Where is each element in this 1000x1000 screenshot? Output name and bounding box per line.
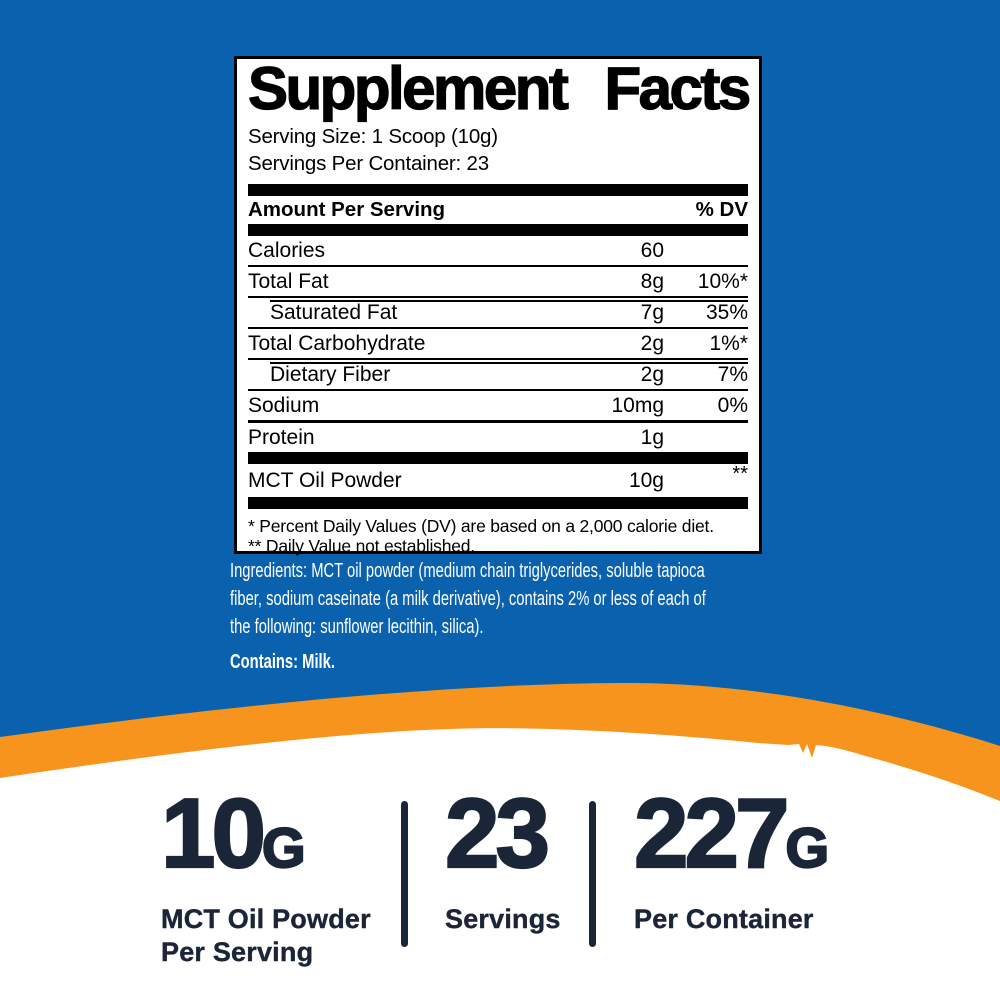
footnote-daily-values: * Percent Daily Values (DV) are based on… xyxy=(248,516,714,536)
nutrient-amount: 2g xyxy=(640,331,664,355)
stat-divider xyxy=(589,801,596,947)
nutrient-dv: 7% xyxy=(717,362,748,386)
table-header-row: Amount Per Serving % DV xyxy=(248,196,748,224)
nutrient-amount: 7g xyxy=(640,300,664,324)
thick-divider-bar xyxy=(248,497,748,509)
stat-label-line: Per Serving xyxy=(161,937,314,967)
stat-per-container: 227G Per Container xyxy=(633,783,830,936)
stat-label: Per Container xyxy=(634,903,828,936)
allergen-contains-text: Contains: Milk. xyxy=(230,650,335,673)
white-foreground xyxy=(0,728,1000,1000)
serving-info: Serving Size: 1 Scoop (10g) Servings Per… xyxy=(248,123,748,177)
ingredients-line: fiber, sodium caseinate (a milk derivati… xyxy=(230,587,706,610)
stat-label: Servings xyxy=(445,903,561,936)
nutrient-row-mct-oil-powder: MCT Oil Powder 10g ** xyxy=(248,463,748,497)
stat-unit-text: G xyxy=(784,815,830,880)
thick-divider-bar xyxy=(248,224,748,236)
stat-number-text: 10 xyxy=(160,778,267,888)
ingredients-line: the following: sunflower lecithin, silic… xyxy=(230,615,484,638)
nutrient-dv: 35% xyxy=(705,300,748,324)
thick-divider-bar xyxy=(248,184,748,196)
footnote-dv-not-established: ** Daily Value not established. xyxy=(248,536,475,556)
nutrient-amount: 1g xyxy=(640,425,664,449)
stat-unit-text: G xyxy=(261,815,307,880)
stat-value: 23 xyxy=(444,783,561,894)
nutrient-row-dietary-fiber: Dietary Fiber 2g 7% xyxy=(248,360,748,391)
ingredients-text: Ingredients: MCT oil powder (medium chai… xyxy=(230,557,766,676)
amount-per-serving-header: Amount Per Serving xyxy=(248,198,446,221)
stat-divider xyxy=(401,801,408,947)
stat-value: 227G xyxy=(633,783,830,894)
nutrient-name: Protein xyxy=(248,425,315,449)
stat-number-text: 227 xyxy=(633,778,791,888)
thick-divider-bar xyxy=(248,452,748,464)
nutrient-row-sodium: Sodium 10mg 0% xyxy=(248,391,748,423)
percent-dv-header: % DV xyxy=(695,198,748,221)
stat-number-text: 23 xyxy=(444,778,551,888)
nutrient-dv: 1%* xyxy=(709,331,748,355)
nutrient-amount: 10g xyxy=(628,468,664,492)
nutrient-amount: 2g xyxy=(640,362,664,386)
stat-value: 10G xyxy=(160,783,371,894)
nutrient-dv: ** xyxy=(732,463,748,485)
footnotes: * Percent Daily Values (DV) are based on… xyxy=(248,516,748,556)
nutrient-amount: 60 xyxy=(640,238,664,262)
stat-label-line: MCT Oil Powder xyxy=(161,904,371,934)
nutrient-name: Dietary Fiber xyxy=(270,362,391,386)
ingredients-line: Ingredients: MCT oil powder (medium chai… xyxy=(230,559,705,582)
nutrient-row-calories: Calories 60 xyxy=(248,236,748,267)
nutrient-dv: 0% xyxy=(717,393,748,417)
nutrient-row-saturated-fat: Saturated Fat 7g 35% xyxy=(248,298,748,329)
nutrient-name: Total Fat xyxy=(248,269,329,293)
nutrient-row-total-carbohydrate: Total Carbohydrate 2g 1%* xyxy=(248,329,748,360)
nutrient-name: MCT Oil Powder xyxy=(248,468,402,492)
nutrient-name: Sodium xyxy=(248,393,320,417)
stat-servings: 23 Servings xyxy=(444,783,561,936)
serving-size-text: Serving Size: 1 Scoop (10g) xyxy=(248,125,498,148)
nutrient-row-protein: Protein 1g xyxy=(248,423,748,452)
nutrient-name: Calories xyxy=(248,238,326,262)
stat-label-line: Per Container xyxy=(634,904,814,934)
servings-per-container-text: Servings Per Container: 23 xyxy=(248,152,489,175)
nutrient-amount: 8g xyxy=(640,269,664,293)
nutrient-amount: 10mg xyxy=(611,393,664,417)
label-title: Supplement Facts xyxy=(247,55,752,122)
ingredients-section: Ingredients: MCT oil powder (medium chai… xyxy=(230,557,990,676)
nutrient-name: Total Carbohydrate xyxy=(248,331,426,355)
nutrient-row-total-fat: Total Fat 8g 10%* xyxy=(248,267,748,298)
nutrient-dv: 10%* xyxy=(697,269,748,293)
nutrient-name: Saturated Fat xyxy=(270,300,398,324)
supplement-facts-label: Supplement Facts Serving Size: 1 Scoop (… xyxy=(234,55,762,556)
stat-per-serving: 10G MCT Oil Powder Per Serving xyxy=(160,783,371,969)
stat-label: MCT Oil Powder Per Serving xyxy=(161,903,371,969)
stat-label-line: Servings xyxy=(445,904,561,934)
